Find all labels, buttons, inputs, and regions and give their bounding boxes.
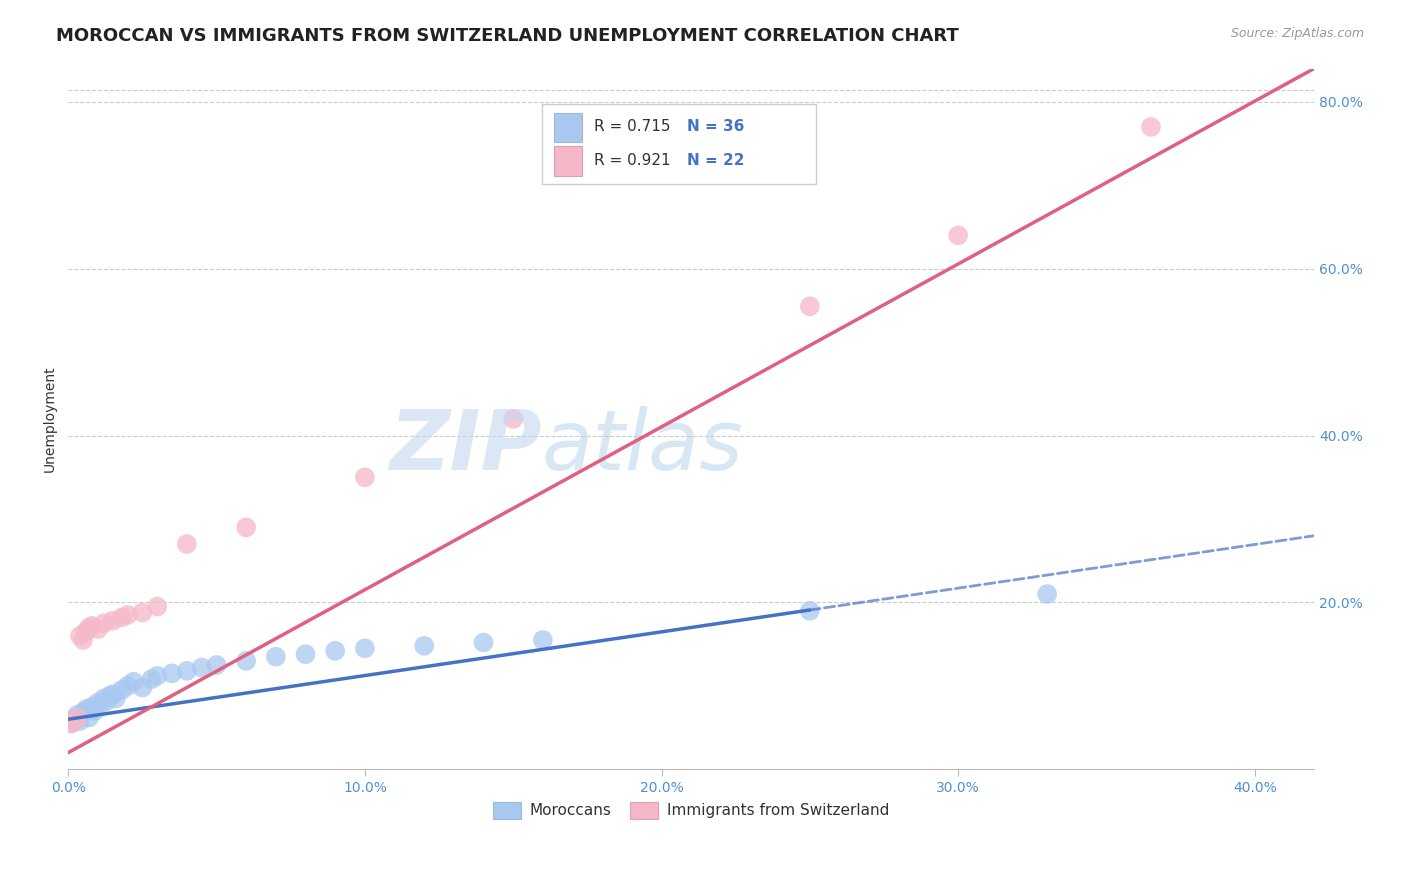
Point (146, 599, 169, 614)
Point (117, 679, 139, 693)
Point (60, 716, 83, 731)
Point (1140, 120, 1163, 134)
Point (176, 537, 198, 551)
Point (101, 614, 124, 628)
Point (799, 604, 821, 618)
Point (84, 704, 107, 718)
Point (235, 654, 257, 668)
FancyBboxPatch shape (554, 146, 582, 176)
Point (205, 658, 228, 673)
Point (80, 619, 103, 633)
Text: N = 22: N = 22 (688, 153, 745, 168)
Point (66, 708, 89, 723)
Point (472, 635, 495, 649)
Text: MOROCCAN VS IMMIGRANTS FROM SWITZERLAND UNEMPLOYMENT CORRELATION CHART: MOROCCAN VS IMMIGRANTS FROM SWITZERLAND … (56, 27, 959, 45)
Point (90, 697, 112, 711)
Point (131, 681, 153, 695)
Point (111, 610, 134, 624)
Text: Source: ZipAtlas.com: Source: ZipAtlas.com (1230, 27, 1364, 40)
Point (72, 706, 94, 720)
Point (176, 664, 198, 678)
Point (104, 691, 127, 706)
Point (72, 632, 94, 647)
Text: N = 36: N = 36 (688, 120, 745, 134)
Point (101, 687, 124, 701)
Point (75, 624, 97, 639)
Y-axis label: Unemployment: Unemployment (44, 366, 58, 472)
Point (946, 228, 969, 243)
Text: ZIP: ZIP (389, 407, 541, 487)
Point (502, 412, 524, 426)
Point (264, 649, 287, 664)
Point (354, 641, 377, 656)
Point (354, 470, 377, 484)
Point (66, 710, 89, 724)
Point (60, 716, 83, 731)
Text: atlas: atlas (541, 407, 744, 487)
Point (294, 647, 316, 661)
Point (1036, 587, 1059, 601)
Point (63, 714, 86, 728)
Text: R = 0.921: R = 0.921 (593, 153, 671, 168)
Point (190, 660, 212, 674)
Point (77, 710, 100, 724)
Text: R = 0.715: R = 0.715 (593, 120, 671, 134)
FancyBboxPatch shape (554, 112, 582, 142)
Point (98, 689, 121, 703)
Legend: Moroccans, Immigrants from Switzerland: Moroccans, Immigrants from Switzerland (486, 796, 896, 825)
Point (160, 666, 183, 681)
Point (413, 639, 436, 653)
Point (131, 606, 153, 620)
Point (117, 607, 139, 622)
Point (77, 620, 100, 634)
Point (531, 632, 554, 647)
Point (141, 672, 163, 686)
Point (93, 691, 115, 706)
Point (146, 669, 169, 683)
Point (87, 622, 110, 636)
Point (75, 702, 97, 716)
Point (96, 694, 118, 708)
Point (87, 696, 110, 710)
Point (69, 714, 91, 728)
FancyBboxPatch shape (541, 103, 815, 184)
Point (122, 674, 145, 689)
Point (235, 520, 257, 534)
Point (111, 683, 134, 698)
Point (93, 616, 115, 631)
Point (799, 299, 821, 313)
Point (323, 644, 346, 658)
Point (63, 712, 86, 726)
Point (69, 629, 91, 643)
Point (80, 699, 103, 714)
